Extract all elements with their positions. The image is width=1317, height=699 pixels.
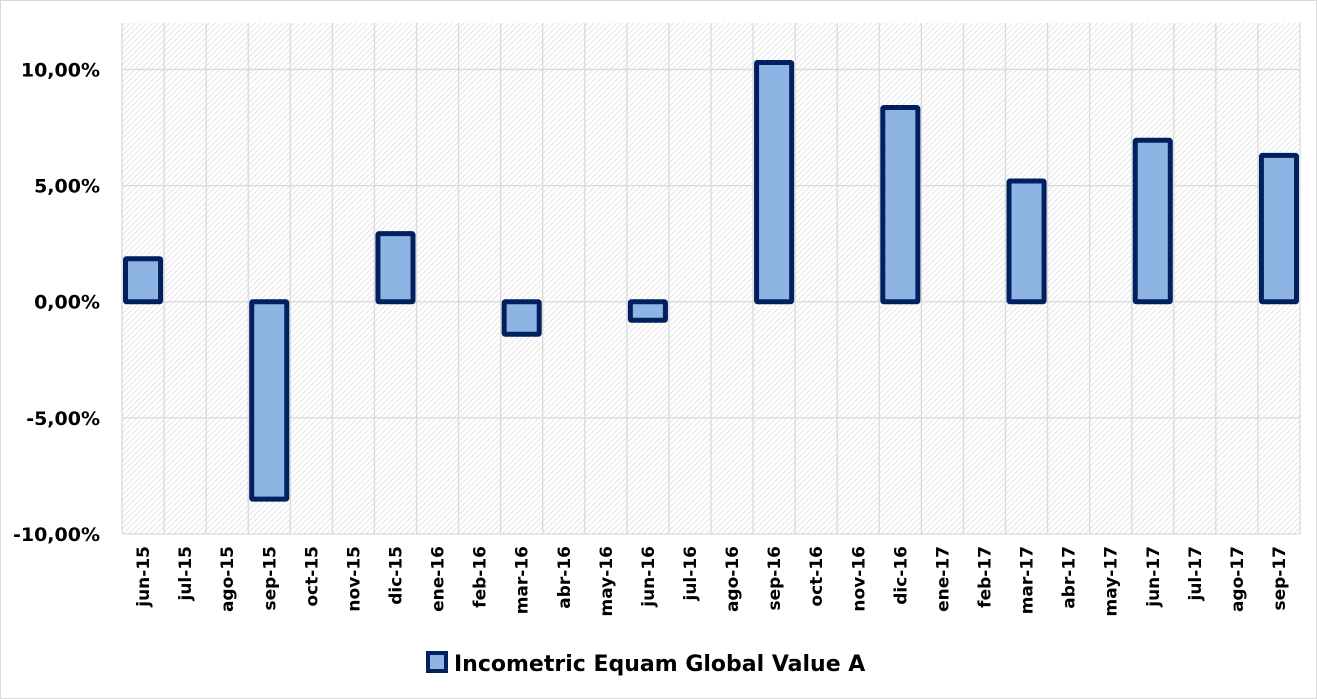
y-tick-label: 0,00%: [34, 292, 100, 314]
x-tick-label: oct-16: [807, 546, 827, 607]
y-tick-label: 10,00%: [21, 59, 100, 81]
bar-dic-16: [880, 105, 921, 305]
x-tick-label: ene-16: [429, 546, 449, 612]
x-tick-label: jul-15: [176, 546, 196, 601]
x-tick-label: nov-15: [344, 546, 364, 612]
bar-sep-15: [249, 299, 290, 502]
x-tick-label: feb-16: [471, 546, 491, 608]
x-tick-label: mar-16: [513, 546, 533, 614]
x-tick-label: ago-16: [723, 546, 743, 612]
bar-jun-17: [1132, 137, 1173, 305]
x-tick-label: ago-17: [1228, 546, 1248, 612]
x-tick-label: dic-15: [386, 546, 406, 605]
x-tick-label: jul-16: [681, 546, 701, 601]
x-tick-label: ago-15: [218, 546, 238, 612]
x-tick-label: nov-16: [849, 546, 869, 612]
bar-jun-16: [627, 299, 668, 323]
x-tick-label: jun-15: [134, 546, 154, 608]
x-tick-label: dic-16: [891, 546, 911, 605]
y-tick-label: -5,00%: [26, 408, 100, 430]
x-tick-label: oct-15: [302, 546, 322, 607]
x-tick-label: jun-16: [639, 546, 659, 608]
x-tick-label: sep-15: [260, 546, 280, 611]
x-tick-label: may-16: [597, 546, 617, 616]
legend-swatch: [426, 651, 448, 673]
x-tick-label: may-17: [1102, 546, 1122, 616]
legend: Incometric Equam Global Value A: [426, 651, 865, 677]
y-tick-label: 5,00%: [34, 176, 100, 198]
bar-sep-16: [754, 59, 795, 305]
bar-mar-17: [1006, 178, 1047, 305]
x-tick-label: feb-17: [975, 546, 995, 608]
legend-label: Incometric Equam Global Value A: [454, 652, 865, 677]
x-tick-label: sep-16: [765, 546, 785, 611]
x-tick-label: ene-17: [933, 546, 953, 612]
x-tick-label: sep-17: [1270, 546, 1290, 611]
x-tick-label: mar-17: [1018, 546, 1038, 614]
bar-mar-16: [501, 299, 542, 337]
y-tick-label: -10,00%: [13, 524, 100, 546]
x-tick-label: jul-17: [1186, 546, 1206, 601]
x-tick-label: abr-17: [1060, 546, 1080, 609]
x-tick-label: abr-16: [555, 546, 575, 609]
bar-jun-15: [123, 256, 164, 305]
bar-dic-15: [375, 231, 416, 305]
x-tick-label: jun-17: [1144, 546, 1164, 608]
bar-sep-17: [1258, 152, 1300, 305]
